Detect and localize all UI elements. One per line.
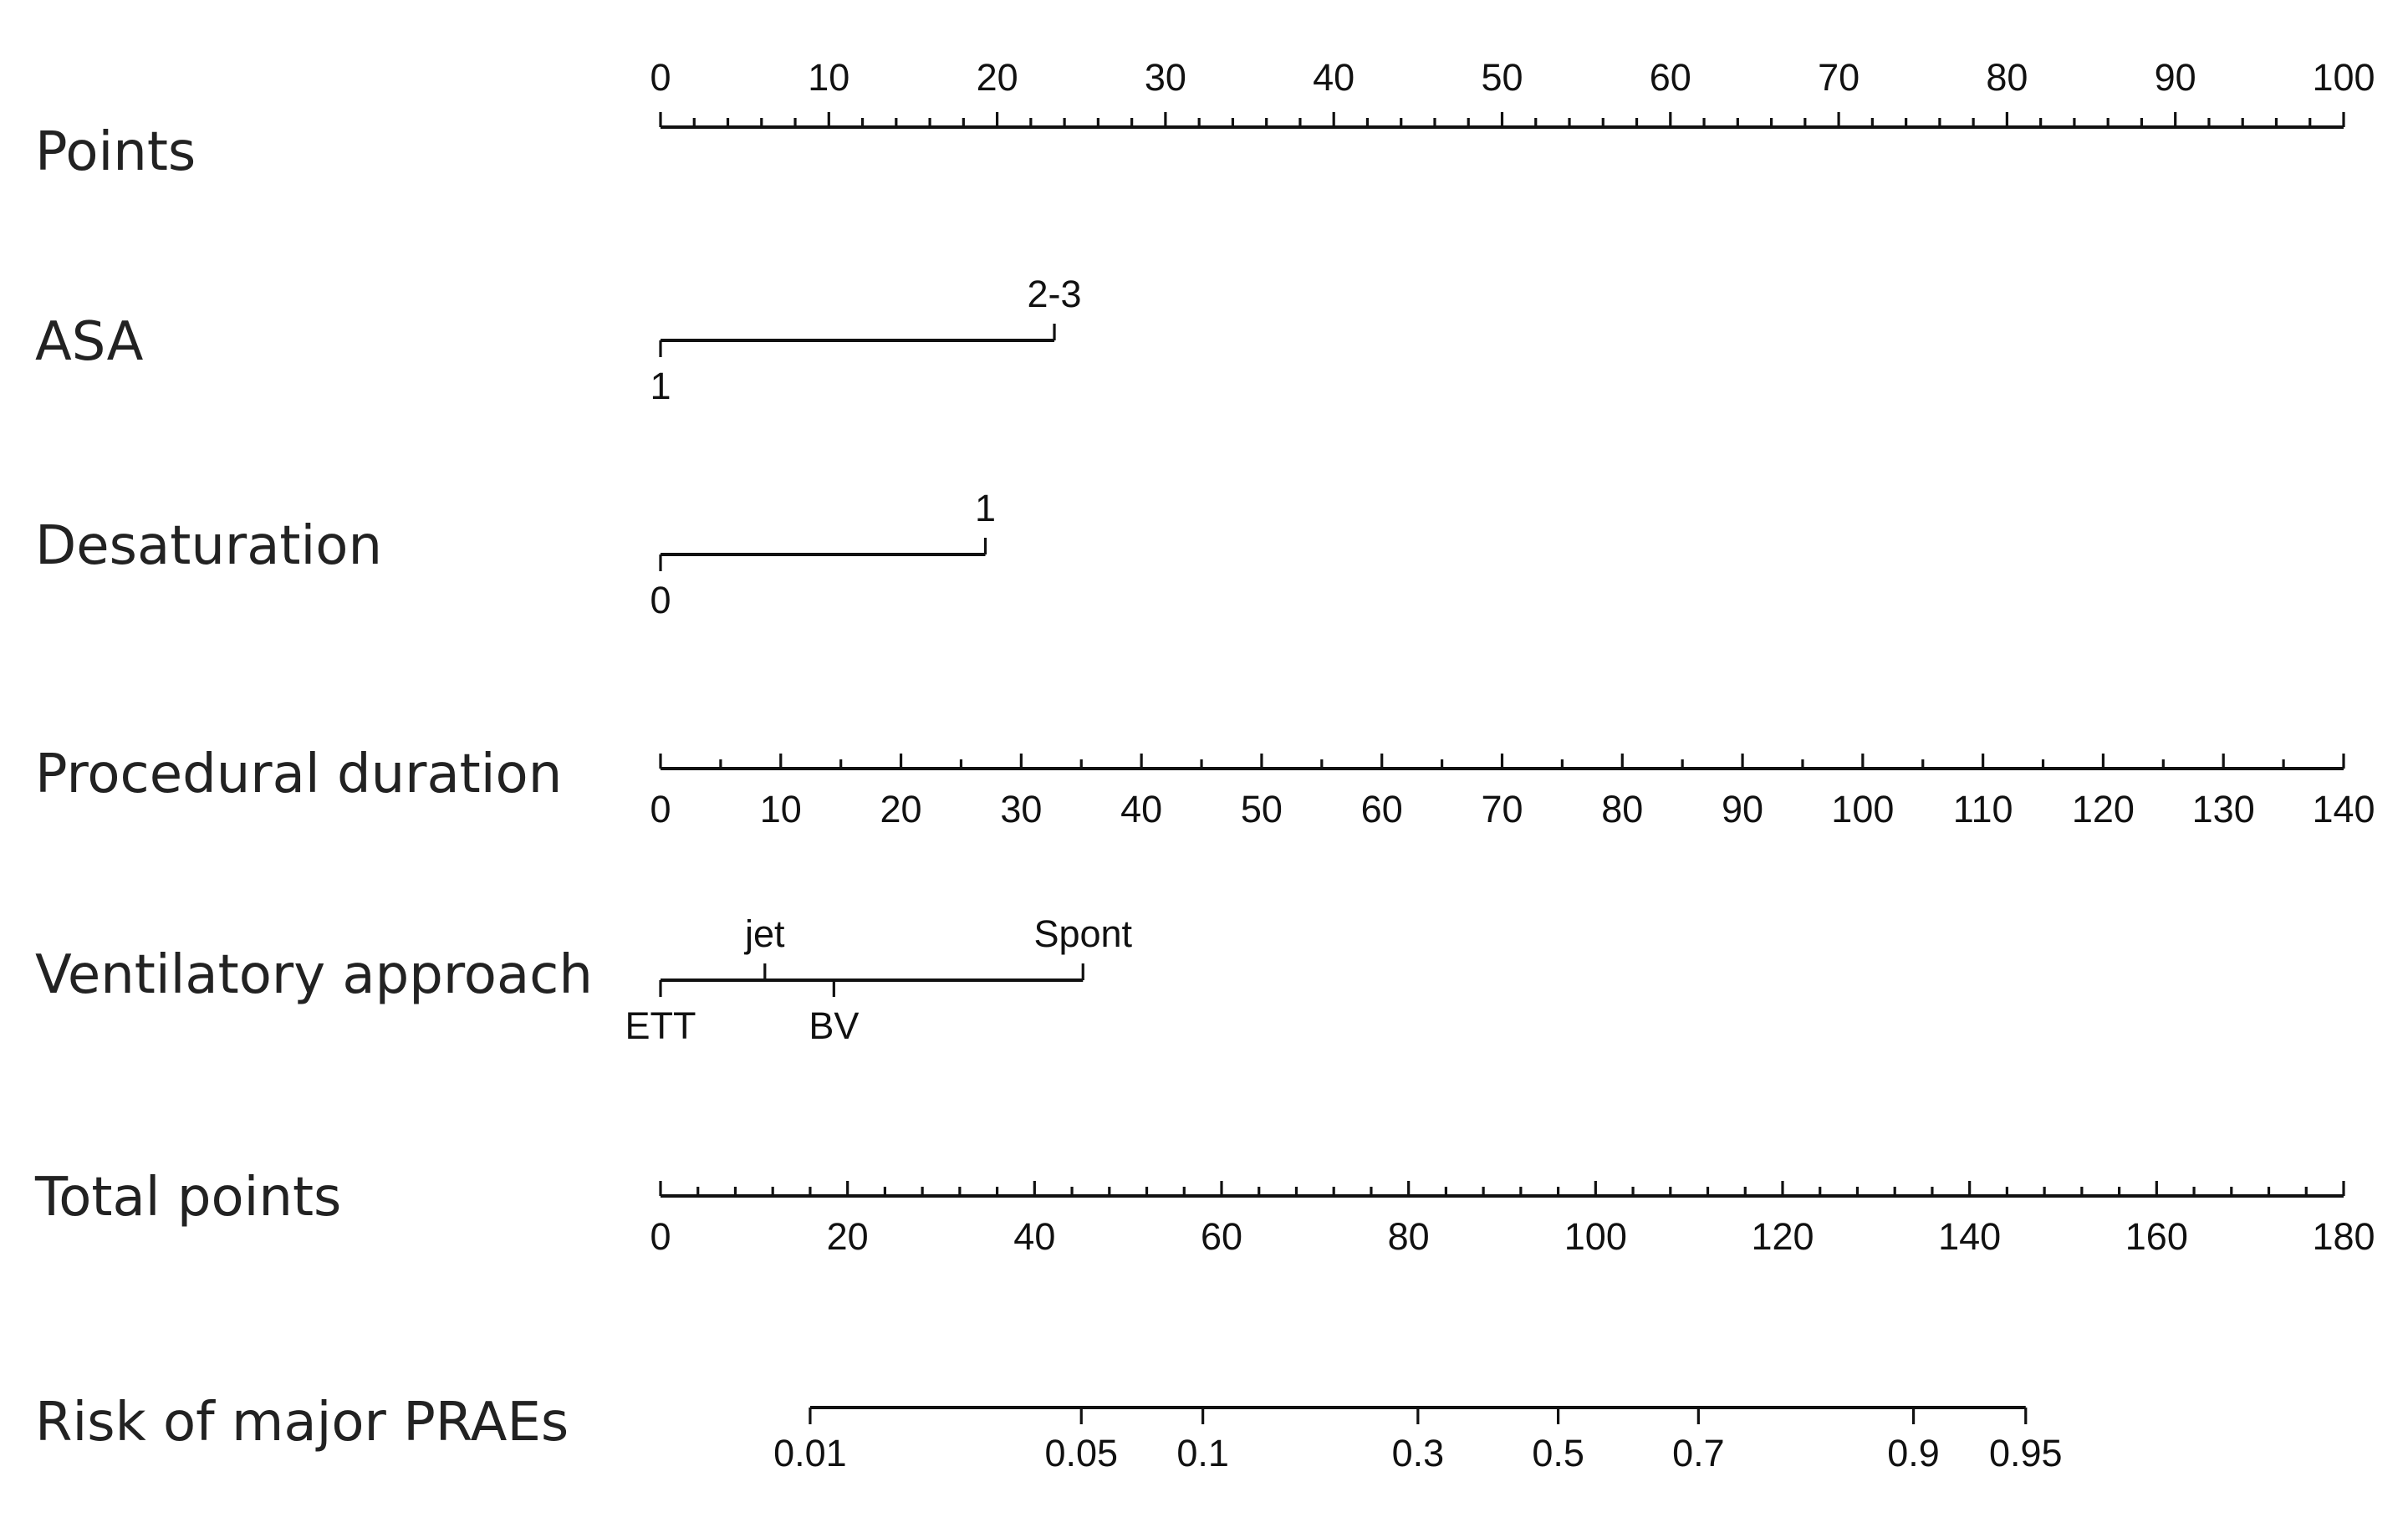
- points-tick-label: 50: [1481, 56, 1523, 99]
- row-label-asa: ASA: [35, 311, 144, 373]
- row-label-total-points: Total points: [34, 1167, 341, 1229]
- procedural_duration-tick-label: 10: [760, 788, 802, 830]
- row-label-procedural-duration: Procedural duration: [35, 743, 562, 805]
- ventilatory_approach-level-label: Spont: [1033, 912, 1132, 955]
- points-tick-label: 30: [1145, 56, 1186, 99]
- ventilatory_approach-level-label: BV: [809, 1004, 859, 1047]
- asa-level-label: 2-3: [1028, 273, 1082, 315]
- procedural_duration-tick-label: 60: [1361, 788, 1403, 830]
- points-tick-label: 20: [977, 56, 1018, 99]
- row-label-desaturation: Desaturation: [35, 515, 382, 577]
- desaturation-level-label: 1: [975, 487, 996, 529]
- procedural_duration-tick-label: 0: [650, 788, 671, 830]
- total_points-tick-label: 40: [1013, 1215, 1055, 1258]
- total_points-tick-label: 80: [1388, 1215, 1430, 1258]
- row-label-risk: Risk of major PRAEs: [35, 1392, 569, 1454]
- total_points-tick-label: 120: [1751, 1215, 1814, 1258]
- risk-tick-label: 0.05: [1044, 1432, 1118, 1474]
- total_points-tick-label: 20: [827, 1215, 869, 1258]
- procedural_duration-tick-label: 90: [1722, 788, 1763, 830]
- asa-level-label: 1: [650, 365, 671, 407]
- procedural_duration-tick-label: 70: [1481, 788, 1523, 830]
- total_points-tick-label: 180: [2312, 1215, 2375, 1258]
- row-label-points: Points: [35, 121, 196, 183]
- points-tick-label: 70: [1818, 56, 1860, 99]
- risk-tick-label: 0.7: [1672, 1432, 1725, 1474]
- total_points-tick-label: 100: [1564, 1215, 1627, 1258]
- points-tick-label: 10: [808, 56, 849, 99]
- procedural_duration-tick-label: 50: [1241, 788, 1283, 830]
- points-tick-label: 100: [2312, 56, 2375, 99]
- procedural_duration-tick-label: 30: [1000, 788, 1042, 830]
- points-tick-label: 0: [650, 56, 671, 99]
- points-tick-label: 90: [2155, 56, 2196, 99]
- desaturation-level-label: 0: [650, 579, 671, 621]
- risk-tick-label: 0.95: [1989, 1432, 2063, 1474]
- procedural_duration-tick-label: 80: [1601, 788, 1643, 830]
- risk-tick-label: 0.01: [773, 1432, 847, 1474]
- row-label-ventilatory-approach: Ventilatory approach: [35, 944, 593, 1006]
- ventilatory_approach-level-label: jet: [743, 912, 785, 955]
- procedural_duration-tick-label: 20: [880, 788, 922, 830]
- procedural_duration-tick-label: 40: [1120, 788, 1162, 830]
- total_points-tick-label: 160: [2125, 1215, 2188, 1258]
- total_points-tick-label: 0: [650, 1215, 671, 1258]
- procedural_duration-tick-label: 130: [2192, 788, 2255, 830]
- points-tick-label: 40: [1313, 56, 1354, 99]
- risk-tick-label: 0.9: [1887, 1432, 1940, 1474]
- total_points-tick-label: 140: [1938, 1215, 2001, 1258]
- total_points-tick-label: 60: [1201, 1215, 1242, 1258]
- risk-tick-label: 0.1: [1176, 1432, 1229, 1474]
- procedural_duration-tick-label: 110: [1953, 788, 2013, 830]
- procedural_duration-tick-label: 120: [2072, 788, 2135, 830]
- risk-tick-label: 0.5: [1532, 1432, 1584, 1474]
- procedural_duration-tick-label: 140: [2312, 788, 2375, 830]
- ventilatory_approach-level-label: ETT: [625, 1004, 696, 1047]
- risk-tick-label: 0.3: [1392, 1432, 1445, 1474]
- points-tick-label: 80: [1986, 56, 2028, 99]
- points-tick-label: 60: [1650, 56, 1691, 99]
- procedural_duration-tick-label: 100: [1831, 788, 1894, 830]
